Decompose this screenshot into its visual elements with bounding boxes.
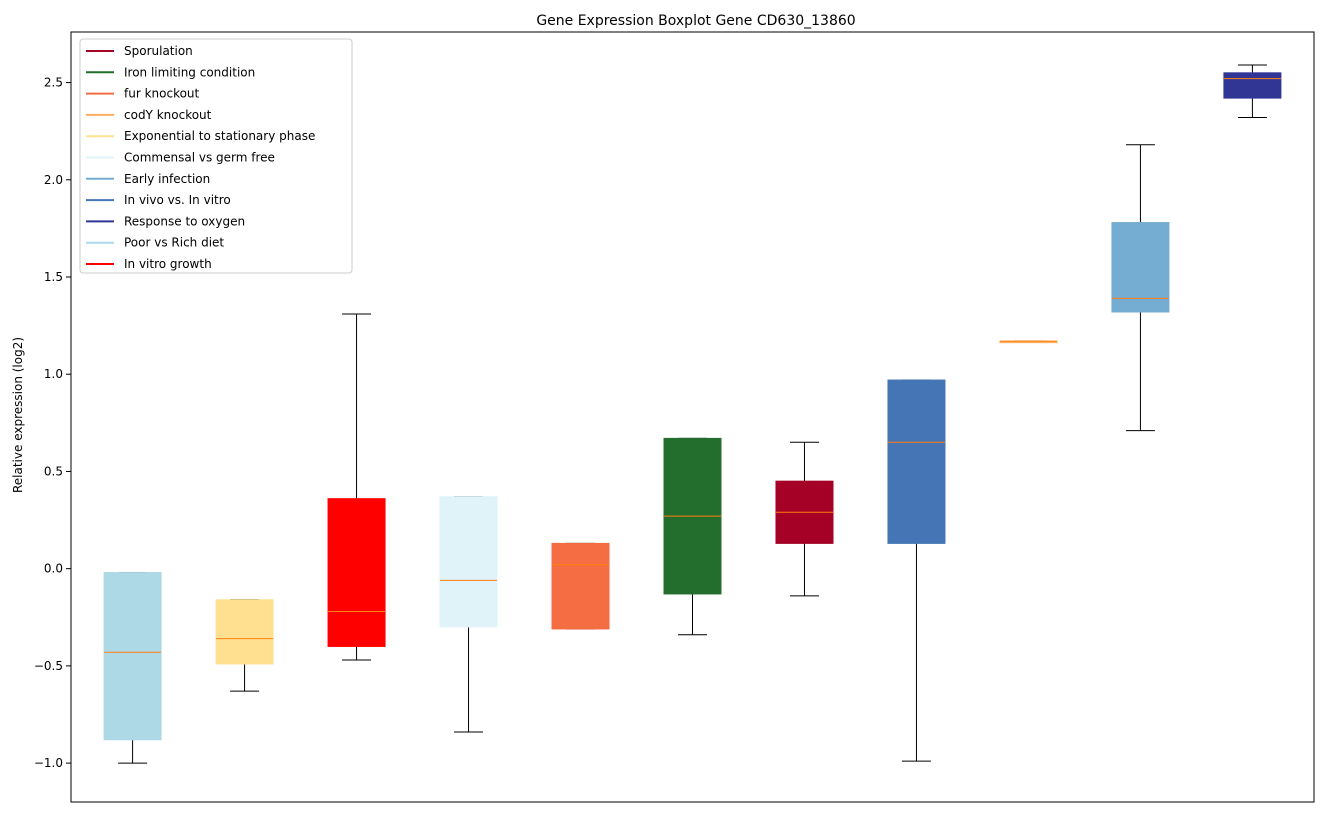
plot-frame — [70, 31, 1315, 803]
legend-label: In vitro growth — [124, 257, 212, 271]
box-body — [103, 572, 162, 741]
legend-entry: Sporulation — [86, 44, 193, 58]
box-body — [551, 542, 610, 630]
legend-label: Response to oxygen — [124, 214, 245, 228]
legend-label: Commensal vs germ free — [124, 151, 275, 165]
box-4 — [439, 496, 498, 733]
legend-entry: Early infection — [86, 172, 210, 186]
legend-label: In vivo vs. In vitro — [124, 193, 231, 207]
box-9 — [999, 340, 1058, 344]
legend-entry: Poor vs Rich diet — [86, 236, 224, 250]
box-body — [439, 496, 498, 628]
legend-label: Exponential to stationary phase — [124, 129, 315, 143]
legend-entry: In vivo vs. In vitro — [86, 193, 231, 207]
legend-entry: fur knockout — [86, 87, 200, 101]
box-1 — [103, 572, 162, 764]
legend-label: Early infection — [124, 172, 210, 186]
legend-label: Iron limiting condition — [124, 65, 255, 79]
legend-entry: Exponential to stationary phase — [86, 129, 315, 143]
y-axis: −1.0 −0.5 0.0 0.5 1.0 1.5 2.0 2.5 — [34, 76, 71, 770]
legend-entry: Commensal vs germ free — [86, 151, 275, 165]
legend-entry: codY knockout — [86, 108, 212, 122]
box-2 — [215, 599, 274, 692]
chart-title: Gene Expression Boxplot Gene CD630_13860 — [536, 13, 855, 29]
y-tick-label: 0.0 — [44, 562, 63, 576]
box-body — [1111, 222, 1170, 313]
box-body — [215, 599, 274, 665]
y-tick-label: 1.5 — [44, 270, 63, 284]
box-7 — [775, 441, 834, 597]
box-5 — [551, 542, 610, 630]
box-body — [1223, 72, 1282, 99]
legend: Sporulation Iron limiting condition fur kn… — [79, 38, 353, 274]
legend-label: codY knockout — [124, 108, 212, 122]
box-11 — [1223, 64, 1282, 119]
legend-frame — [79, 38, 353, 274]
boxes-layer — [103, 64, 1282, 764]
legend-entry: Response to oxygen — [86, 214, 245, 228]
legend-entry: Iron limiting condition — [86, 65, 255, 79]
y-tick-label: 2.5 — [44, 76, 63, 90]
box-body — [887, 379, 946, 544]
y-tick-label: 2.0 — [44, 173, 63, 187]
legend-entry: In vitro growth — [86, 257, 212, 271]
y-tick-label: −0.5 — [34, 659, 63, 673]
box-body — [327, 498, 386, 647]
box-3 — [327, 313, 386, 661]
y-tick-label: −1.0 — [34, 756, 63, 770]
legend-label: Sporulation — [124, 44, 193, 58]
y-tick-label: 0.5 — [44, 464, 63, 478]
y-tick-label: 1.0 — [44, 367, 63, 381]
box-8 — [887, 379, 946, 762]
box-6 — [663, 437, 722, 636]
y-axis-label: Relative expression (log2) — [11, 337, 25, 493]
legend-label: fur knockout — [124, 87, 200, 101]
box-10 — [1111, 144, 1170, 432]
legend-label: Poor vs Rich diet — [124, 236, 224, 250]
